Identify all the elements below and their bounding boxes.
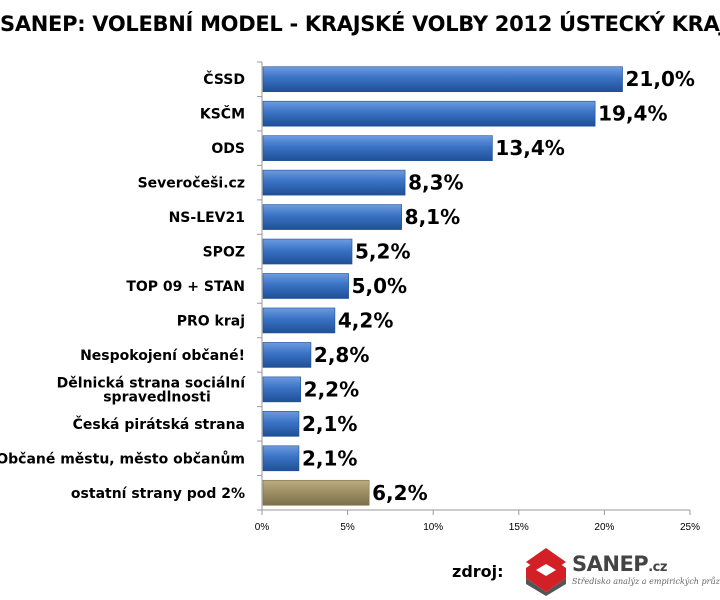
bar	[262, 479, 370, 506]
plot-area: 0% 5% 10% 15% 20% 25% ČSSD 21,0% KSČM 19,4% ODS 13,…	[0, 61, 700, 533]
bar	[262, 66, 623, 93]
source-attribution: zdroj:	[452, 562, 504, 582]
bar	[262, 169, 406, 196]
bar	[262, 204, 402, 230]
category-label: ČSSD	[203, 70, 245, 88]
logo-tagline: Středisko analýz a empirických průzkumů	[572, 577, 720, 586]
category-label: TOP 09 + STAN	[126, 279, 245, 295]
bar	[262, 411, 300, 437]
bar	[262, 342, 312, 368]
chart-title: SANEP: VOLEBNÍ MODEL - KRAJSKÉ VOLBY 201…	[0, 12, 720, 36]
logo-text: SANEP.cz	[572, 552, 667, 576]
value-label: 4,2%	[338, 308, 393, 332]
category-label: SPOZ	[203, 245, 245, 261]
category-label: KSČM	[200, 105, 245, 123]
value-label: 21,0%	[626, 67, 695, 91]
sanep-logo: SANEP.cz Středisko analýz a empirických …	[522, 544, 720, 596]
x-tick-label: 10%	[423, 522, 443, 533]
value-label: 5,0%	[352, 274, 407, 298]
value-label: 2,1%	[302, 412, 357, 436]
value-label: 2,1%	[302, 446, 357, 470]
value-label: 13,4%	[495, 136, 564, 160]
value-label: 5,2%	[355, 240, 410, 264]
value-label: 19,4%	[598, 102, 667, 126]
category-label: Nespokojení občané!	[80, 348, 245, 364]
x-tick-label: 0%	[255, 522, 270, 533]
category-label: Severočeši.cz	[138, 176, 245, 192]
value-label: 2,2%	[304, 377, 359, 401]
bar	[262, 135, 493, 161]
category-label: Česká pirátská strana	[73, 415, 245, 433]
bar	[262, 307, 336, 334]
bar	[262, 376, 301, 403]
value-label: 8,3%	[408, 171, 463, 195]
bar	[262, 445, 300, 472]
category-label-line: Dělnická strana sociální	[57, 375, 247, 391]
value-label: 2,8%	[314, 343, 369, 367]
bar	[262, 238, 353, 265]
bar	[262, 273, 349, 299]
value-label: 6,2%	[372, 481, 427, 505]
category-label: NS-LEV21	[169, 210, 245, 226]
category-label: ostatní strany pod 2%	[71, 486, 245, 502]
logo-name: SANEP	[572, 552, 649, 576]
x-tick-label: 15%	[509, 522, 529, 533]
value-label: 8,1%	[405, 205, 460, 229]
bar	[262, 100, 596, 127]
logo-suffix: .cz	[648, 560, 667, 575]
x-tick-label: 5%	[340, 522, 355, 533]
category-label: Občané městu, město občanům	[0, 450, 245, 467]
x-tick-label: 20%	[594, 522, 614, 533]
category-label: Dělnická strana sociální spravedlnosti	[57, 375, 247, 405]
category-label-line: spravedlnosti	[103, 389, 211, 405]
x-tick-label: 25%	[680, 522, 700, 533]
category-label: PRO kraj	[177, 313, 245, 329]
category-label: ODS	[211, 141, 245, 157]
source-label: zdroj:	[452, 562, 504, 581]
sanep-logo-icon	[526, 548, 566, 596]
